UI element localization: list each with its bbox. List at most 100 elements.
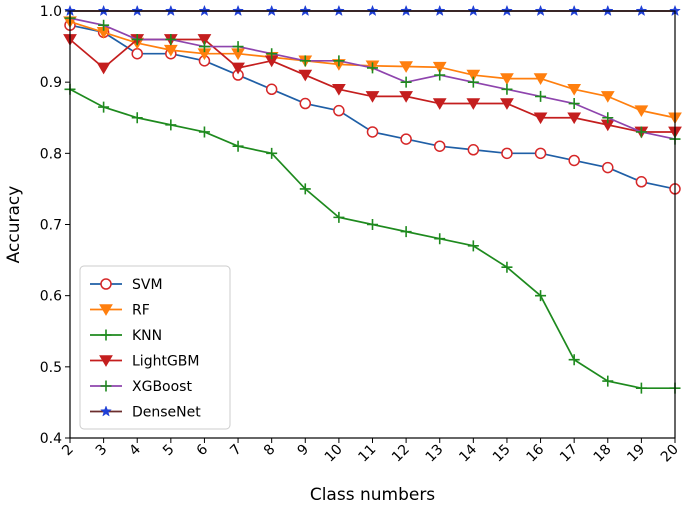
data-point-lightgbm bbox=[567, 112, 582, 125]
series-xgboost bbox=[64, 12, 681, 145]
data-point-lightgbm bbox=[500, 98, 514, 110]
series-knn bbox=[64, 83, 681, 394]
y-tick-label: 0.7 bbox=[40, 218, 62, 234]
legend-label-lightgbm: LightGBM bbox=[132, 354, 199, 370]
data-point-lightgbm bbox=[399, 91, 413, 103]
data-point-xgboost bbox=[467, 76, 479, 88]
data-point-lightgbm bbox=[533, 112, 548, 125]
data-point-xgboost bbox=[299, 55, 311, 67]
series-line-xgboost bbox=[69, 17, 676, 140]
data-point-xgboost bbox=[434, 69, 446, 81]
data-point-svm bbox=[467, 144, 480, 156]
data-point-svm bbox=[568, 154, 580, 167]
x-tick-label: 18 bbox=[591, 442, 615, 466]
x-tick-label: 8 bbox=[261, 442, 279, 460]
data-point-xgboost bbox=[165, 33, 177, 45]
data-point-knn bbox=[367, 219, 378, 230]
x-tick-label: 19 bbox=[624, 442, 648, 466]
data-point-xgboost bbox=[400, 76, 412, 88]
data-point-svm bbox=[265, 83, 278, 96]
x-tick-label: 4 bbox=[126, 441, 144, 459]
x-tick-label: 17 bbox=[557, 442, 581, 466]
y-tick-label: 1.0 bbox=[40, 4, 62, 20]
legend: SVM RF KNN LightGBM XGBoost DenseNet bbox=[79, 265, 231, 430]
x-tick-label: 16 bbox=[523, 441, 547, 465]
legend-label-svm: SVM bbox=[132, 277, 163, 293]
legend-marker-densenet bbox=[100, 405, 112, 417]
data-point-rf bbox=[533, 73, 548, 85]
legend-label-knn: KNN bbox=[132, 328, 162, 344]
data-point-svm bbox=[635, 176, 648, 188]
legend-marker-rf bbox=[99, 304, 113, 316]
data-point-svm bbox=[400, 133, 412, 145]
data-point-lightgbm bbox=[197, 34, 212, 46]
data-point-svm bbox=[534, 147, 547, 160]
data-point-svm bbox=[501, 147, 513, 160]
legend-label-densenet: DenseNet bbox=[132, 405, 201, 421]
data-point-knn bbox=[434, 233, 446, 245]
data-point-rf bbox=[500, 73, 514, 85]
data-point-knn bbox=[535, 290, 547, 302]
data-point-knn bbox=[635, 382, 647, 394]
data-point-xgboost bbox=[501, 83, 513, 95]
x-tick-label: 12 bbox=[389, 442, 413, 466]
data-point-xgboost bbox=[131, 33, 143, 45]
y-tick-label: 0.9 bbox=[40, 75, 62, 91]
data-point-svm bbox=[299, 97, 312, 110]
x-tick-label: 14 bbox=[456, 441, 480, 465]
x-tick-label: 6 bbox=[194, 441, 212, 459]
data-point-rf bbox=[567, 83, 582, 96]
data-point-xgboost bbox=[98, 19, 110, 31]
x-tick-label: 10 bbox=[322, 442, 346, 466]
legend-label-rf: RF bbox=[132, 303, 150, 319]
y-axis-ticks: 0.4 0.5 0.6 0.7 0.8 0.9 1.0 bbox=[40, 4, 70, 447]
y-axis-label: Accuracy bbox=[4, 186, 24, 264]
x-tick-label: 7 bbox=[227, 442, 245, 460]
data-point-knn bbox=[198, 126, 210, 138]
data-point-rf bbox=[634, 105, 649, 118]
x-axis-label: Class numbers bbox=[310, 485, 435, 505]
x-tick-label: 5 bbox=[160, 442, 178, 460]
data-point-svm bbox=[333, 104, 345, 117]
series-svm bbox=[64, 19, 681, 195]
legend-marker-svm bbox=[100, 278, 112, 290]
x-axis-ticks: 2 3 4 5 6 7 8 9 10 11 12 13 14 15 16 17 18 19 20 bbox=[59, 438, 682, 465]
data-point-knn bbox=[400, 226, 412, 238]
data-point-knn bbox=[266, 147, 278, 159]
data-point-svm bbox=[131, 47, 143, 60]
x-tick-label: 15 bbox=[490, 442, 514, 466]
x-tick-label: 9 bbox=[294, 442, 312, 460]
data-point-knn bbox=[232, 140, 244, 152]
data-point-xgboost bbox=[568, 98, 580, 110]
x-tick-label: 20 bbox=[658, 442, 682, 466]
data-point-xgboost bbox=[266, 48, 278, 60]
data-point-knn bbox=[568, 354, 580, 366]
y-tick-label: 0.8 bbox=[40, 146, 62, 162]
x-tick-label: 11 bbox=[355, 442, 379, 466]
data-point-knn bbox=[98, 101, 110, 113]
data-point-xgboost bbox=[333, 55, 345, 67]
data-point-knn bbox=[602, 375, 614, 387]
data-point-lightgbm bbox=[332, 83, 346, 96]
y-tick-label: 0.6 bbox=[40, 289, 62, 305]
data-point-rf bbox=[600, 91, 615, 103]
data-point-knn bbox=[165, 119, 177, 131]
y-tick-label: 0.4 bbox=[40, 431, 62, 447]
data-point-xgboost bbox=[602, 112, 614, 124]
data-point-knn bbox=[501, 261, 513, 273]
data-point-xgboost bbox=[367, 62, 378, 74]
data-point-lightgbm bbox=[298, 69, 313, 82]
legend-marker-xgboost bbox=[100, 380, 112, 392]
data-point-lightgbm bbox=[231, 62, 245, 75]
data-point-xgboost bbox=[232, 41, 244, 53]
data-point-lightgbm bbox=[466, 98, 481, 110]
data-point-knn bbox=[299, 183, 311, 195]
data-point-knn bbox=[333, 211, 345, 223]
data-point-xgboost bbox=[198, 41, 210, 53]
x-tick-label: 3 bbox=[93, 442, 111, 460]
data-point-knn bbox=[131, 112, 143, 124]
data-point-svm bbox=[366, 126, 379, 138]
data-point-rf bbox=[466, 69, 481, 82]
x-tick-label: 13 bbox=[423, 442, 447, 466]
